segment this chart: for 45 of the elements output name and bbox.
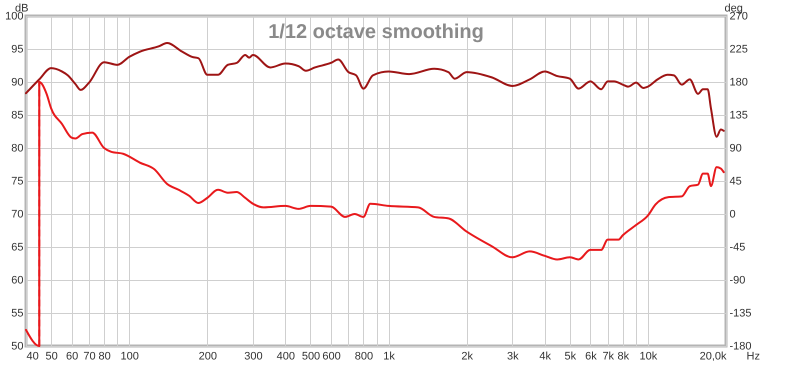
- x-tick-label: 300: [244, 350, 263, 362]
- y-tick-label: 90: [11, 76, 24, 88]
- x-tick-label: 200: [198, 350, 217, 362]
- x-tick-label: 80: [98, 350, 111, 362]
- x-tick-label: 1k: [383, 350, 396, 362]
- x-tick-label: 40: [26, 350, 39, 362]
- x-tick-label: 7k: [602, 350, 615, 362]
- y2-tick-label: -45: [730, 242, 746, 254]
- chart-title: 1/12 octave smoothing: [268, 21, 484, 43]
- y-tick-label: 100: [5, 10, 24, 22]
- y-tick-label: 75: [11, 176, 24, 188]
- y-tick-label: 65: [11, 242, 24, 254]
- x-tick-label: 4k: [539, 350, 552, 362]
- x-tick-label: 500: [302, 350, 320, 362]
- y2-tick-label: 180: [730, 76, 748, 88]
- y-tick-label: 60: [11, 274, 24, 286]
- x-tick-label: 60: [66, 350, 78, 362]
- y-tick-label: 70: [11, 208, 24, 220]
- y2-tick-label: 0: [730, 208, 736, 220]
- x-tick-label: 70: [83, 350, 96, 362]
- x-tick-label: 3k: [507, 350, 520, 362]
- x-tick-label: 800: [354, 350, 374, 362]
- x-tick-label: 8k: [617, 350, 630, 362]
- x-tick-label: 6k: [585, 350, 598, 362]
- y2-tick-label: -135: [730, 308, 752, 320]
- y2-tick-label: 135: [730, 110, 748, 122]
- y-tick-label: 50: [11, 340, 24, 352]
- y2-tick-label: -90: [730, 274, 746, 286]
- x-tick-label: 100: [120, 350, 139, 362]
- y-tick-label: 85: [11, 110, 24, 122]
- x-tick-label: 2k: [461, 350, 474, 362]
- y2-tick-label: 225: [730, 44, 748, 56]
- x-tick-label: 400: [276, 350, 296, 362]
- x-tick-label: 10k: [640, 350, 658, 362]
- y-tick-label: 80: [11, 142, 24, 154]
- x-tick-label: 50: [46, 350, 58, 362]
- y2-tick-label: 45: [730, 176, 742, 188]
- x-tick-label: 20,0k: [700, 350, 727, 362]
- y2-tick-label: -180: [730, 340, 752, 352]
- x-tick-label: 5k: [564, 350, 577, 362]
- y-tick-label: 55: [11, 308, 24, 320]
- y2-tick-label: 90: [730, 142, 742, 154]
- x-tick-label: 600: [322, 350, 341, 362]
- y-tick-label: 95: [11, 44, 24, 56]
- x-axis-title: Hz: [746, 350, 760, 362]
